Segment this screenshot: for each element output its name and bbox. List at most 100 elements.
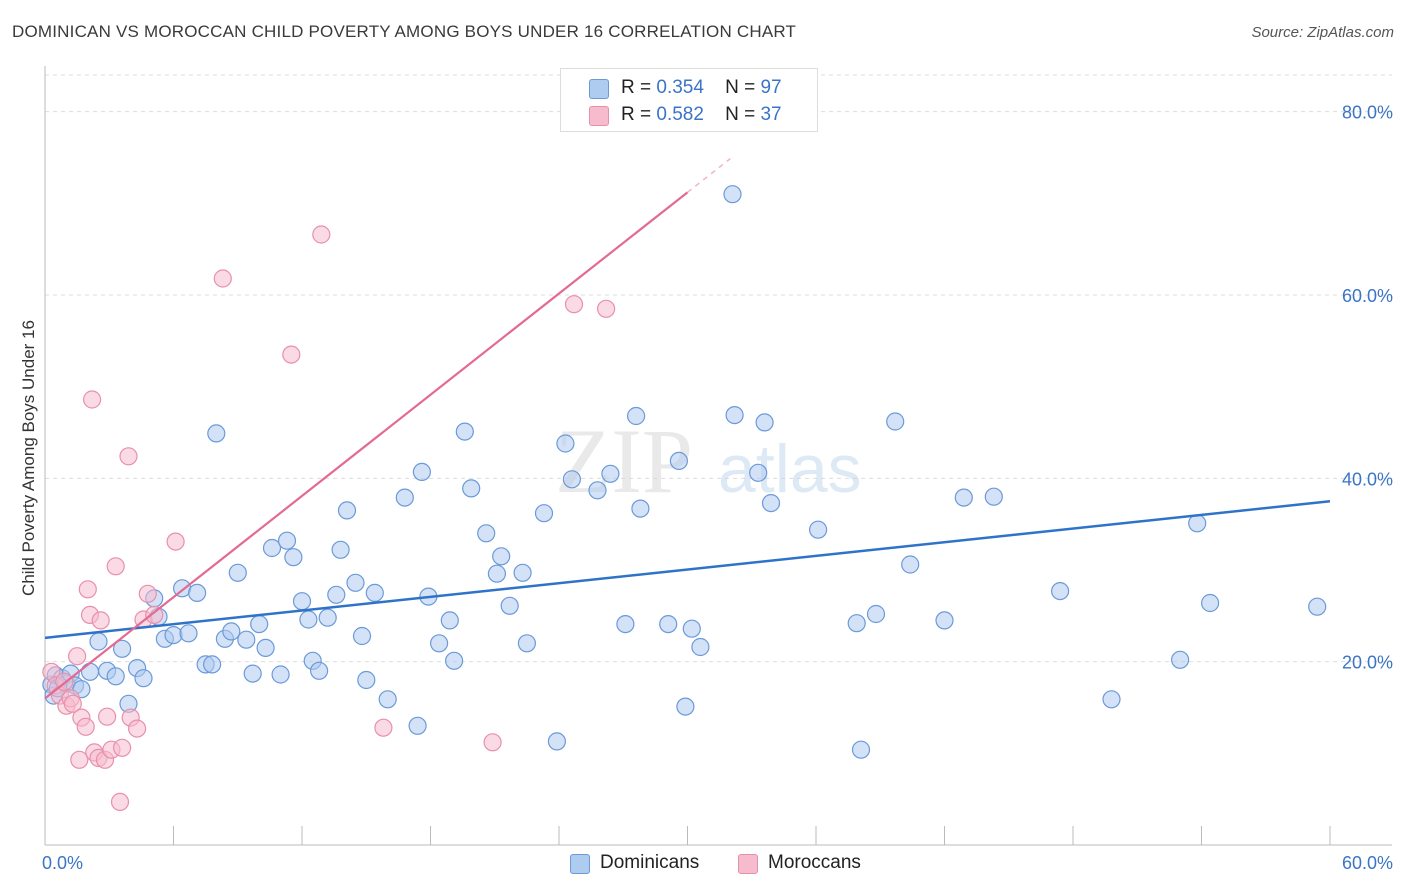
moroccan-point <box>70 750 89 769</box>
dominican-point <box>164 625 183 645</box>
x-tick-label-min: 0.0% <box>42 853 83 873</box>
chart-source: Source: ZipAtlas.com <box>1251 24 1394 41</box>
series-label-moroccans: Moroccans <box>768 852 861 873</box>
legend-swatch-dominicans <box>589 79 609 99</box>
moroccan-point <box>82 390 102 409</box>
legend-swatch-moroccans <box>589 106 609 126</box>
y-tick-label: 80.0% <box>1342 103 1393 123</box>
dominican-point <box>866 604 886 624</box>
dominican-point <box>134 669 153 688</box>
dominican-point <box>1050 581 1070 601</box>
dominican-point <box>462 479 481 498</box>
dominican-point <box>616 614 635 634</box>
dominican-point <box>659 614 678 634</box>
legend-n-label: N = <box>725 77 756 98</box>
trend-layer <box>44 158 1331 700</box>
dominican-point <box>1308 597 1327 616</box>
dominican-point <box>851 740 871 759</box>
moroccan-point <box>483 733 502 752</box>
dominican-point <box>588 481 607 500</box>
dominican-point <box>601 464 620 483</box>
dominican-point <box>337 501 357 520</box>
axes-layer <box>44 66 1392 846</box>
dominican-point <box>492 547 511 566</box>
moroccan-point <box>282 345 301 364</box>
dominican-point <box>408 716 427 735</box>
dominican-point <box>412 462 431 481</box>
dominican-point <box>1200 593 1220 613</box>
dominican-point <box>179 624 198 643</box>
dominican-point <box>676 697 695 716</box>
dominican-point <box>395 488 414 507</box>
legend-n-value: 37 <box>760 104 782 125</box>
dominican-point <box>284 548 303 567</box>
dominican-point <box>500 596 519 615</box>
dominican-point <box>513 563 532 582</box>
dominican-point <box>318 608 337 627</box>
legend-r-value: 0.582 <box>656 104 704 125</box>
dominican-point <box>534 504 554 523</box>
dominican-point <box>1102 690 1121 709</box>
moroccan-point <box>97 707 117 726</box>
correlation-legend: R = 0.354 N = 97 R = 0.582 N = 37 <box>560 68 818 132</box>
moroccan-point <box>138 584 157 603</box>
dominican-point <box>352 626 372 646</box>
dominican-point <box>886 412 905 431</box>
moroccan-point <box>106 557 125 576</box>
dominican-point <box>256 638 275 658</box>
dominican-point <box>517 634 537 653</box>
series-swatch-moroccans <box>738 854 758 874</box>
dominican-point <box>631 499 650 518</box>
legend-r-label: R = <box>621 77 652 98</box>
series-legend: Dominicans Moroccans <box>0 852 1406 878</box>
y-tick-label: 40.0% <box>1342 469 1393 489</box>
dominican-point <box>378 690 397 709</box>
dominican-point <box>935 611 954 630</box>
dominican-point <box>901 555 920 574</box>
dominican-point <box>723 185 742 204</box>
watermark: ZIP atlas <box>555 410 862 512</box>
dominican-point <box>1188 514 1207 533</box>
legend-text-dominicans: R = 0.354 N = 97 <box>621 77 782 99</box>
dominican-point <box>669 451 689 470</box>
moroccan-point <box>166 532 185 551</box>
watermark-atlas: atlas <box>718 431 862 507</box>
dominican-point <box>984 487 1003 506</box>
dominican-point <box>292 592 312 611</box>
dominican-point <box>365 583 384 603</box>
dominican-point <box>327 585 346 604</box>
points-layer <box>42 185 1327 812</box>
moroccan-point <box>76 717 95 736</box>
dominican-point <box>222 622 241 641</box>
dominican-point <box>562 470 582 489</box>
dominican-point <box>310 661 329 680</box>
moroccan-point <box>596 299 616 318</box>
dominican-point <box>188 583 207 603</box>
dominican-point <box>250 614 269 634</box>
legend-n-label: N = <box>725 104 756 125</box>
dominican-point <box>556 434 575 453</box>
dominican-point <box>262 538 282 558</box>
dominican-point <box>626 406 646 426</box>
dominican-point <box>487 564 506 583</box>
moroccan-point <box>374 718 393 737</box>
dominican-point <box>749 463 768 482</box>
dominican-point <box>89 632 108 651</box>
dominican-point <box>691 637 710 657</box>
series-label-dominicans: Dominicans <box>600 852 700 873</box>
dominican-point <box>228 563 247 582</box>
moroccan-point <box>128 719 147 738</box>
dominican-point <box>445 651 464 670</box>
dominican-point <box>237 630 256 649</box>
dominican-point <box>106 667 125 686</box>
dominican-point <box>725 406 744 425</box>
dominican-point <box>271 665 290 684</box>
chart-title: DOMINICAN VS MOROCCAN CHILD POVERTY AMON… <box>12 22 797 41</box>
moroccan-point <box>110 792 130 812</box>
moroccan-point <box>119 447 138 466</box>
dominican-point <box>761 494 781 513</box>
moroccan-point <box>67 647 87 666</box>
dominican-point <box>755 413 774 432</box>
moroccan-trend-extension <box>687 158 731 193</box>
